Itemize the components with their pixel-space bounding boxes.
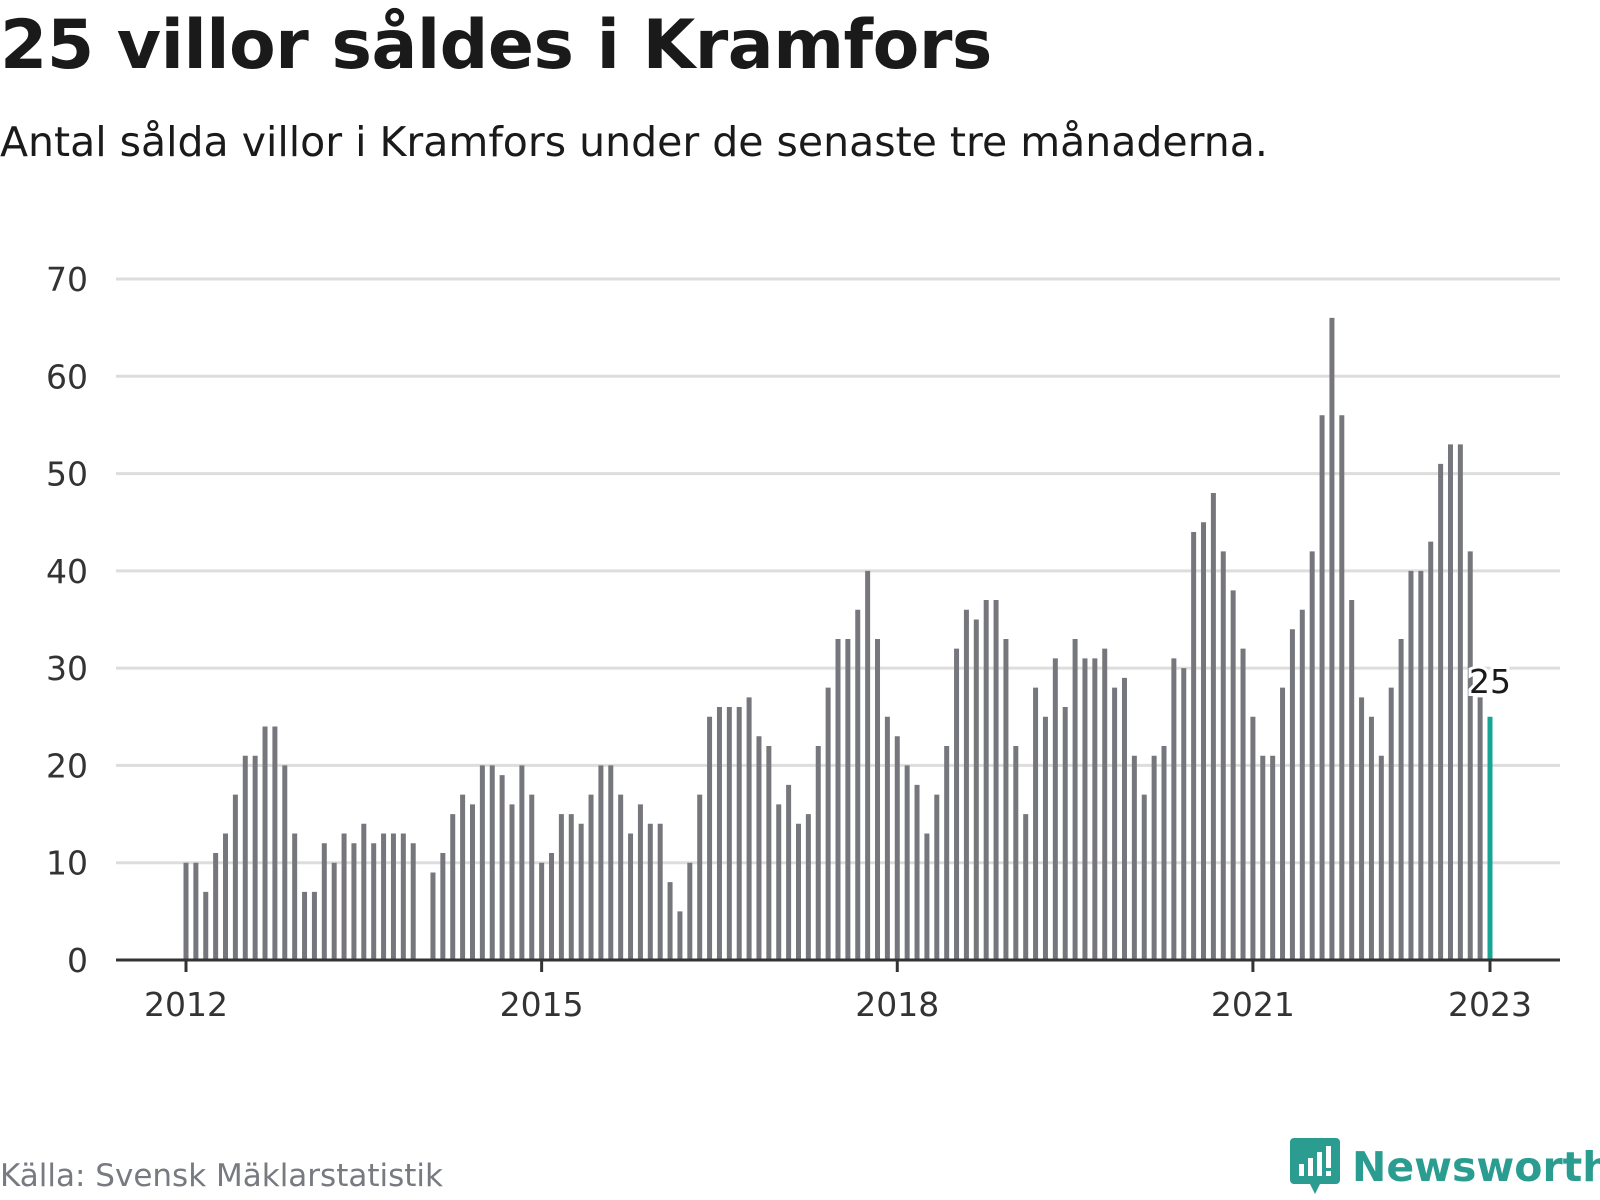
last-value-label: 25 — [1469, 662, 1511, 701]
y-tick-label: 30 — [46, 649, 88, 688]
x-tick-label: 2012 — [144, 985, 228, 1024]
x-tick-label: 2023 — [1448, 985, 1532, 1024]
y-tick-label: 20 — [46, 746, 88, 785]
newsworthy-logo-text: Newsworthy — [1352, 1143, 1600, 1191]
chart-title: 25 villor såldes i Kramfors — [0, 6, 992, 85]
y-tick-label: 50 — [46, 455, 88, 494]
x-tick-label: 2015 — [500, 985, 584, 1024]
y-tick-label: 10 — [46, 844, 88, 883]
x-tick-label: 2018 — [855, 985, 939, 1024]
y-tick-label: 40 — [46, 552, 88, 591]
y-tick-label: 0 — [67, 941, 88, 980]
y-tick-label: 60 — [46, 357, 88, 396]
y-tick-label: 70 — [46, 260, 88, 299]
newsworthy-logo-icon — [1290, 1138, 1340, 1194]
x-tick-label: 2021 — [1211, 985, 1295, 1024]
x-axis-ticks: 2012 2015 2018 2021 2023 — [144, 960, 1532, 1024]
bars — [183, 317, 1493, 960]
chart-subtitle: Antal sålda villor i Kramfors under de s… — [0, 118, 1268, 166]
annotations: 25 — [1466, 659, 1514, 704]
source-note: Källa: Svensk Mäklarstatistik — [0, 1158, 443, 1194]
newsworthy-logo: Newsworthy — [1290, 1138, 1600, 1196]
y-axis-ticks: 0 10 20 30 40 50 60 70 — [46, 260, 88, 980]
